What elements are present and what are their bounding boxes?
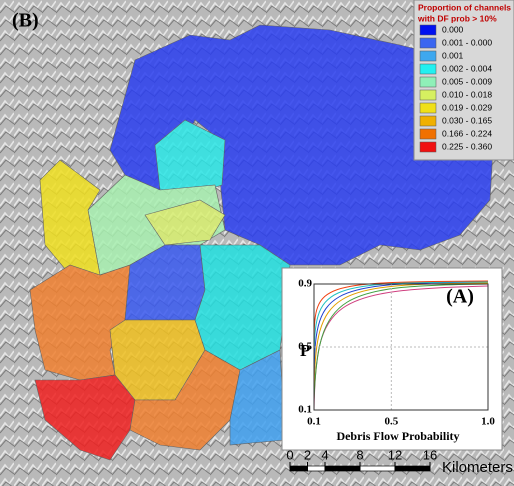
legend-swatch [419, 50, 437, 62]
scale-segment [359, 465, 396, 472]
region-yellow [39, 159, 101, 276]
legend-label: 0.030 - 0.165 [442, 115, 492, 125]
y-tick-label: 0.9 [298, 278, 312, 290]
legend-label: 0.019 - 0.029 [442, 102, 492, 112]
inset-box [281, 267, 503, 451]
y-axis-label: P [300, 341, 310, 360]
legend-swatch [419, 63, 437, 75]
legend-swatch [419, 128, 437, 140]
region-orange [29, 264, 131, 381]
legend-label: 0.166 - 0.224 [442, 128, 492, 138]
legend-label: 0.010 - 0.018 [442, 89, 492, 99]
region-sky [229, 349, 286, 446]
scale-label: 8 [356, 447, 363, 462]
x-tick-label: 0.1 [307, 416, 321, 428]
region-lime [144, 199, 226, 246]
inset-chart: P Debris Flow Probability (A) 0.1 0.5 1.0 0… [281, 267, 503, 451]
watersheds [29, 24, 496, 461]
x-tick-label: 0.5 [384, 416, 398, 428]
scale-segment [394, 465, 431, 472]
legend-swatch [419, 115, 437, 127]
scale-segment [307, 465, 326, 472]
scale-unit: Kilometers [442, 459, 513, 476]
legend-swatch [419, 141, 437, 153]
scale-label: 0 [286, 447, 293, 462]
panel-label: (B) [12, 10, 39, 32]
scale-label: 2 [304, 447, 311, 462]
legend-swatch [419, 37, 437, 49]
scale-label: 4 [321, 447, 328, 462]
scale-label: 12 [388, 447, 402, 462]
legend-swatch [419, 102, 437, 114]
legend-label: 0.000 [442, 24, 464, 34]
region-cyan2 [194, 244, 291, 371]
legend-swatch [419, 24, 437, 36]
scale-segment [289, 465, 308, 472]
legend-label: 0.002 - 0.004 [442, 63, 492, 73]
plot-frame [313, 283, 489, 411]
legend-label: 0.001 - 0.000 [442, 37, 492, 47]
legend-label: 0.001 [442, 50, 464, 60]
curve [313, 280, 489, 341]
y-tick-label: 0.5 [298, 341, 312, 353]
inset-label: (A) [446, 286, 474, 308]
y-tick-label: 0.1 [298, 404, 312, 416]
scale-bar: 0 2 4 8 12 16 Kilometers [286, 447, 512, 476]
x-tick-label: 1.0 [481, 416, 495, 428]
legend-swatch [419, 76, 437, 88]
legend-label: 0.005 - 0.009 [442, 76, 492, 86]
legend-title: Proportion of channels [418, 2, 511, 12]
curve [313, 283, 489, 401]
curve [313, 281, 489, 361]
legend: Proportion of channels with DF prob > 10… [413, 0, 514, 161]
legend-label: 0.225 - 0.360 [442, 141, 492, 151]
scale-label: 16 [423, 447, 437, 462]
legend-title: with DF prob > 10% [417, 13, 497, 23]
x-axis-label: Debris Flow Probability [336, 429, 459, 443]
legend-swatch [419, 89, 437, 101]
scale-segment [324, 465, 361, 472]
